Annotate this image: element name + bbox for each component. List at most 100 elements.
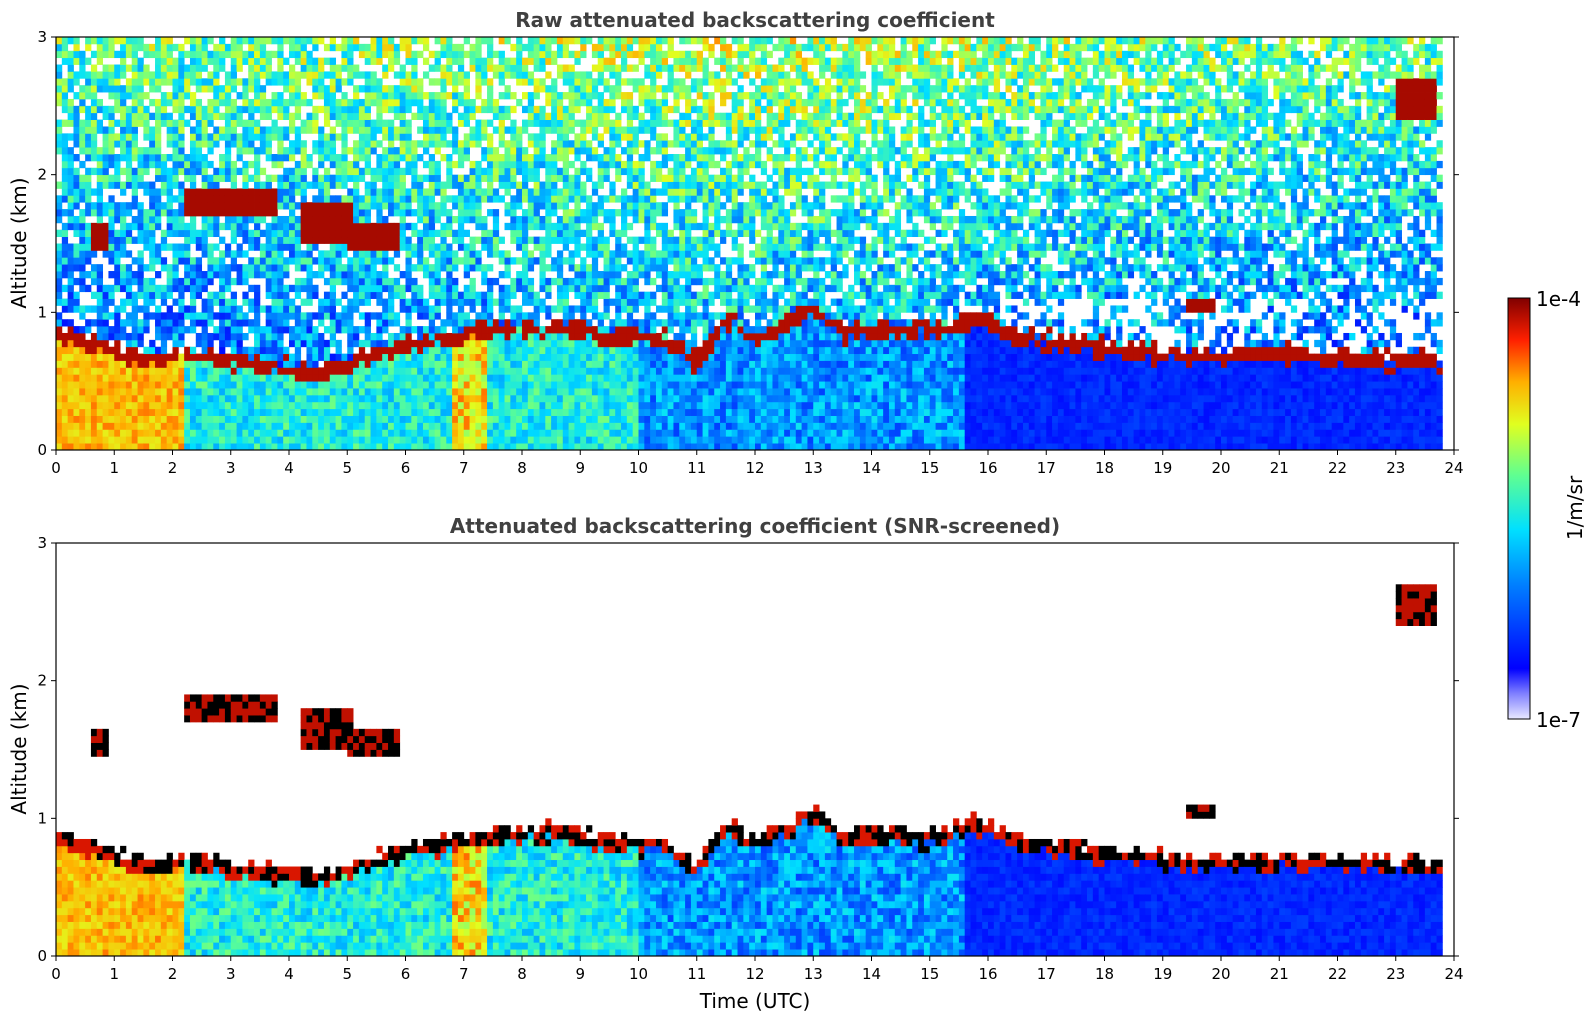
heatmap-cell bbox=[632, 374, 639, 382]
heatmap-cell bbox=[195, 394, 203, 403]
heatmap-cell bbox=[457, 57, 465, 65]
heatmap-cell bbox=[166, 326, 173, 334]
heatmap-cell bbox=[609, 64, 616, 72]
heatmap-cell bbox=[201, 394, 208, 403]
heatmap-cell bbox=[452, 401, 459, 410]
heatmap-cell bbox=[131, 222, 138, 231]
heatmap-cell bbox=[108, 271, 115, 279]
heatmap-cell bbox=[67, 85, 74, 93]
heatmap-cell bbox=[556, 291, 564, 299]
heatmap-cell bbox=[67, 209, 74, 217]
heatmap-cell bbox=[399, 105, 406, 114]
heatmap-cell bbox=[527, 346, 535, 355]
heatmap-cell bbox=[393, 209, 401, 217]
heatmap-cell bbox=[178, 305, 185, 313]
heatmap-cell bbox=[329, 71, 337, 79]
heatmap-cell bbox=[393, 126, 401, 134]
heatmap-cell bbox=[522, 257, 529, 265]
heatmap-cell bbox=[382, 264, 389, 272]
heatmap-cell bbox=[574, 243, 581, 251]
heatmap-cell bbox=[213, 202, 220, 210]
heatmap-cell bbox=[411, 339, 418, 348]
heatmap-cell bbox=[562, 105, 570, 114]
heatmap-cell bbox=[376, 126, 383, 134]
heatmap-cell bbox=[131, 92, 138, 100]
heatmap-cell bbox=[236, 92, 243, 100]
heatmap-cell bbox=[102, 43, 109, 52]
heatmap-cell bbox=[591, 305, 599, 313]
heatmap-cell bbox=[108, 78, 115, 86]
heatmap-cell bbox=[323, 195, 331, 203]
heatmap-cell bbox=[155, 119, 162, 127]
heatmap-cell bbox=[469, 339, 476, 348]
heatmap-cell bbox=[341, 181, 348, 189]
heatmap-cell bbox=[615, 229, 622, 238]
heatmap-cell bbox=[510, 154, 517, 162]
heatmap-cell bbox=[580, 71, 587, 79]
heatmap-cell bbox=[230, 229, 237, 238]
heatmap-cell bbox=[510, 346, 517, 355]
heatmap-cell bbox=[434, 291, 441, 299]
heatmap-cell bbox=[364, 332, 371, 341]
heatmap-cell bbox=[312, 112, 319, 120]
heatmap-cell bbox=[189, 401, 197, 410]
heatmap-cell bbox=[236, 443, 243, 450]
heatmap-cell bbox=[207, 112, 214, 120]
heatmap-cell bbox=[481, 105, 488, 114]
heatmap-cell bbox=[79, 105, 86, 114]
heatmap-cell bbox=[428, 195, 436, 203]
heatmap-cell bbox=[411, 181, 418, 189]
heatmap-cell bbox=[114, 271, 121, 279]
heatmap-cell bbox=[323, 360, 331, 368]
heatmap-cell bbox=[574, 381, 581, 389]
heatmap-cell bbox=[440, 388, 447, 396]
heatmap-cell bbox=[487, 374, 494, 382]
heatmap-cell bbox=[254, 133, 261, 141]
heatmap-cell bbox=[562, 229, 570, 238]
heatmap-cell bbox=[440, 291, 447, 299]
heatmap-cell bbox=[248, 71, 255, 79]
heatmap-cell bbox=[405, 140, 412, 148]
heatmap-cell bbox=[562, 291, 570, 299]
heatmap-cell bbox=[323, 277, 331, 286]
heatmap-cell bbox=[224, 264, 232, 272]
heatmap-cell bbox=[207, 319, 214, 327]
heatmap-cell bbox=[67, 57, 74, 65]
heatmap-cell bbox=[323, 436, 331, 444]
heatmap-cell bbox=[219, 98, 226, 107]
heatmap-cell bbox=[207, 360, 214, 368]
heatmap-cell bbox=[283, 429, 290, 437]
heatmap-cell bbox=[603, 422, 610, 430]
heatmap-cell bbox=[114, 312, 121, 320]
heatmap-cell bbox=[434, 181, 441, 189]
heatmap-cell bbox=[545, 388, 552, 396]
heatmap-cell bbox=[102, 443, 109, 450]
heatmap-cell bbox=[242, 436, 249, 444]
heatmap-cell bbox=[114, 236, 121, 244]
heatmap-cell bbox=[440, 181, 447, 189]
heatmap-cell bbox=[382, 126, 389, 134]
heatmap-cell bbox=[143, 429, 150, 437]
heatmap-cell bbox=[527, 319, 535, 327]
heatmap-cell bbox=[312, 167, 319, 176]
heatmap-cell bbox=[248, 353, 255, 361]
heatmap-cell bbox=[545, 381, 552, 389]
heatmap-cell bbox=[393, 381, 401, 389]
heatmap-cell bbox=[125, 50, 133, 59]
heatmap-cell bbox=[73, 105, 80, 114]
heatmap-cell bbox=[393, 50, 401, 59]
heatmap-cell bbox=[533, 209, 540, 217]
heatmap-cell bbox=[516, 422, 523, 430]
heatmap-cell bbox=[434, 174, 441, 182]
heatmap-cell bbox=[370, 85, 377, 93]
heatmap-cell bbox=[492, 174, 500, 182]
heatmap-cell bbox=[609, 401, 616, 410]
heatmap-cell bbox=[277, 50, 284, 59]
heatmap-cell bbox=[393, 394, 401, 403]
heatmap-cell bbox=[137, 105, 144, 114]
heatmap-cell bbox=[562, 415, 570, 423]
heatmap-cell bbox=[626, 250, 634, 258]
heatmap-cell bbox=[265, 78, 272, 86]
heatmap-cell bbox=[452, 215, 459, 224]
heatmap-cell bbox=[446, 312, 453, 320]
